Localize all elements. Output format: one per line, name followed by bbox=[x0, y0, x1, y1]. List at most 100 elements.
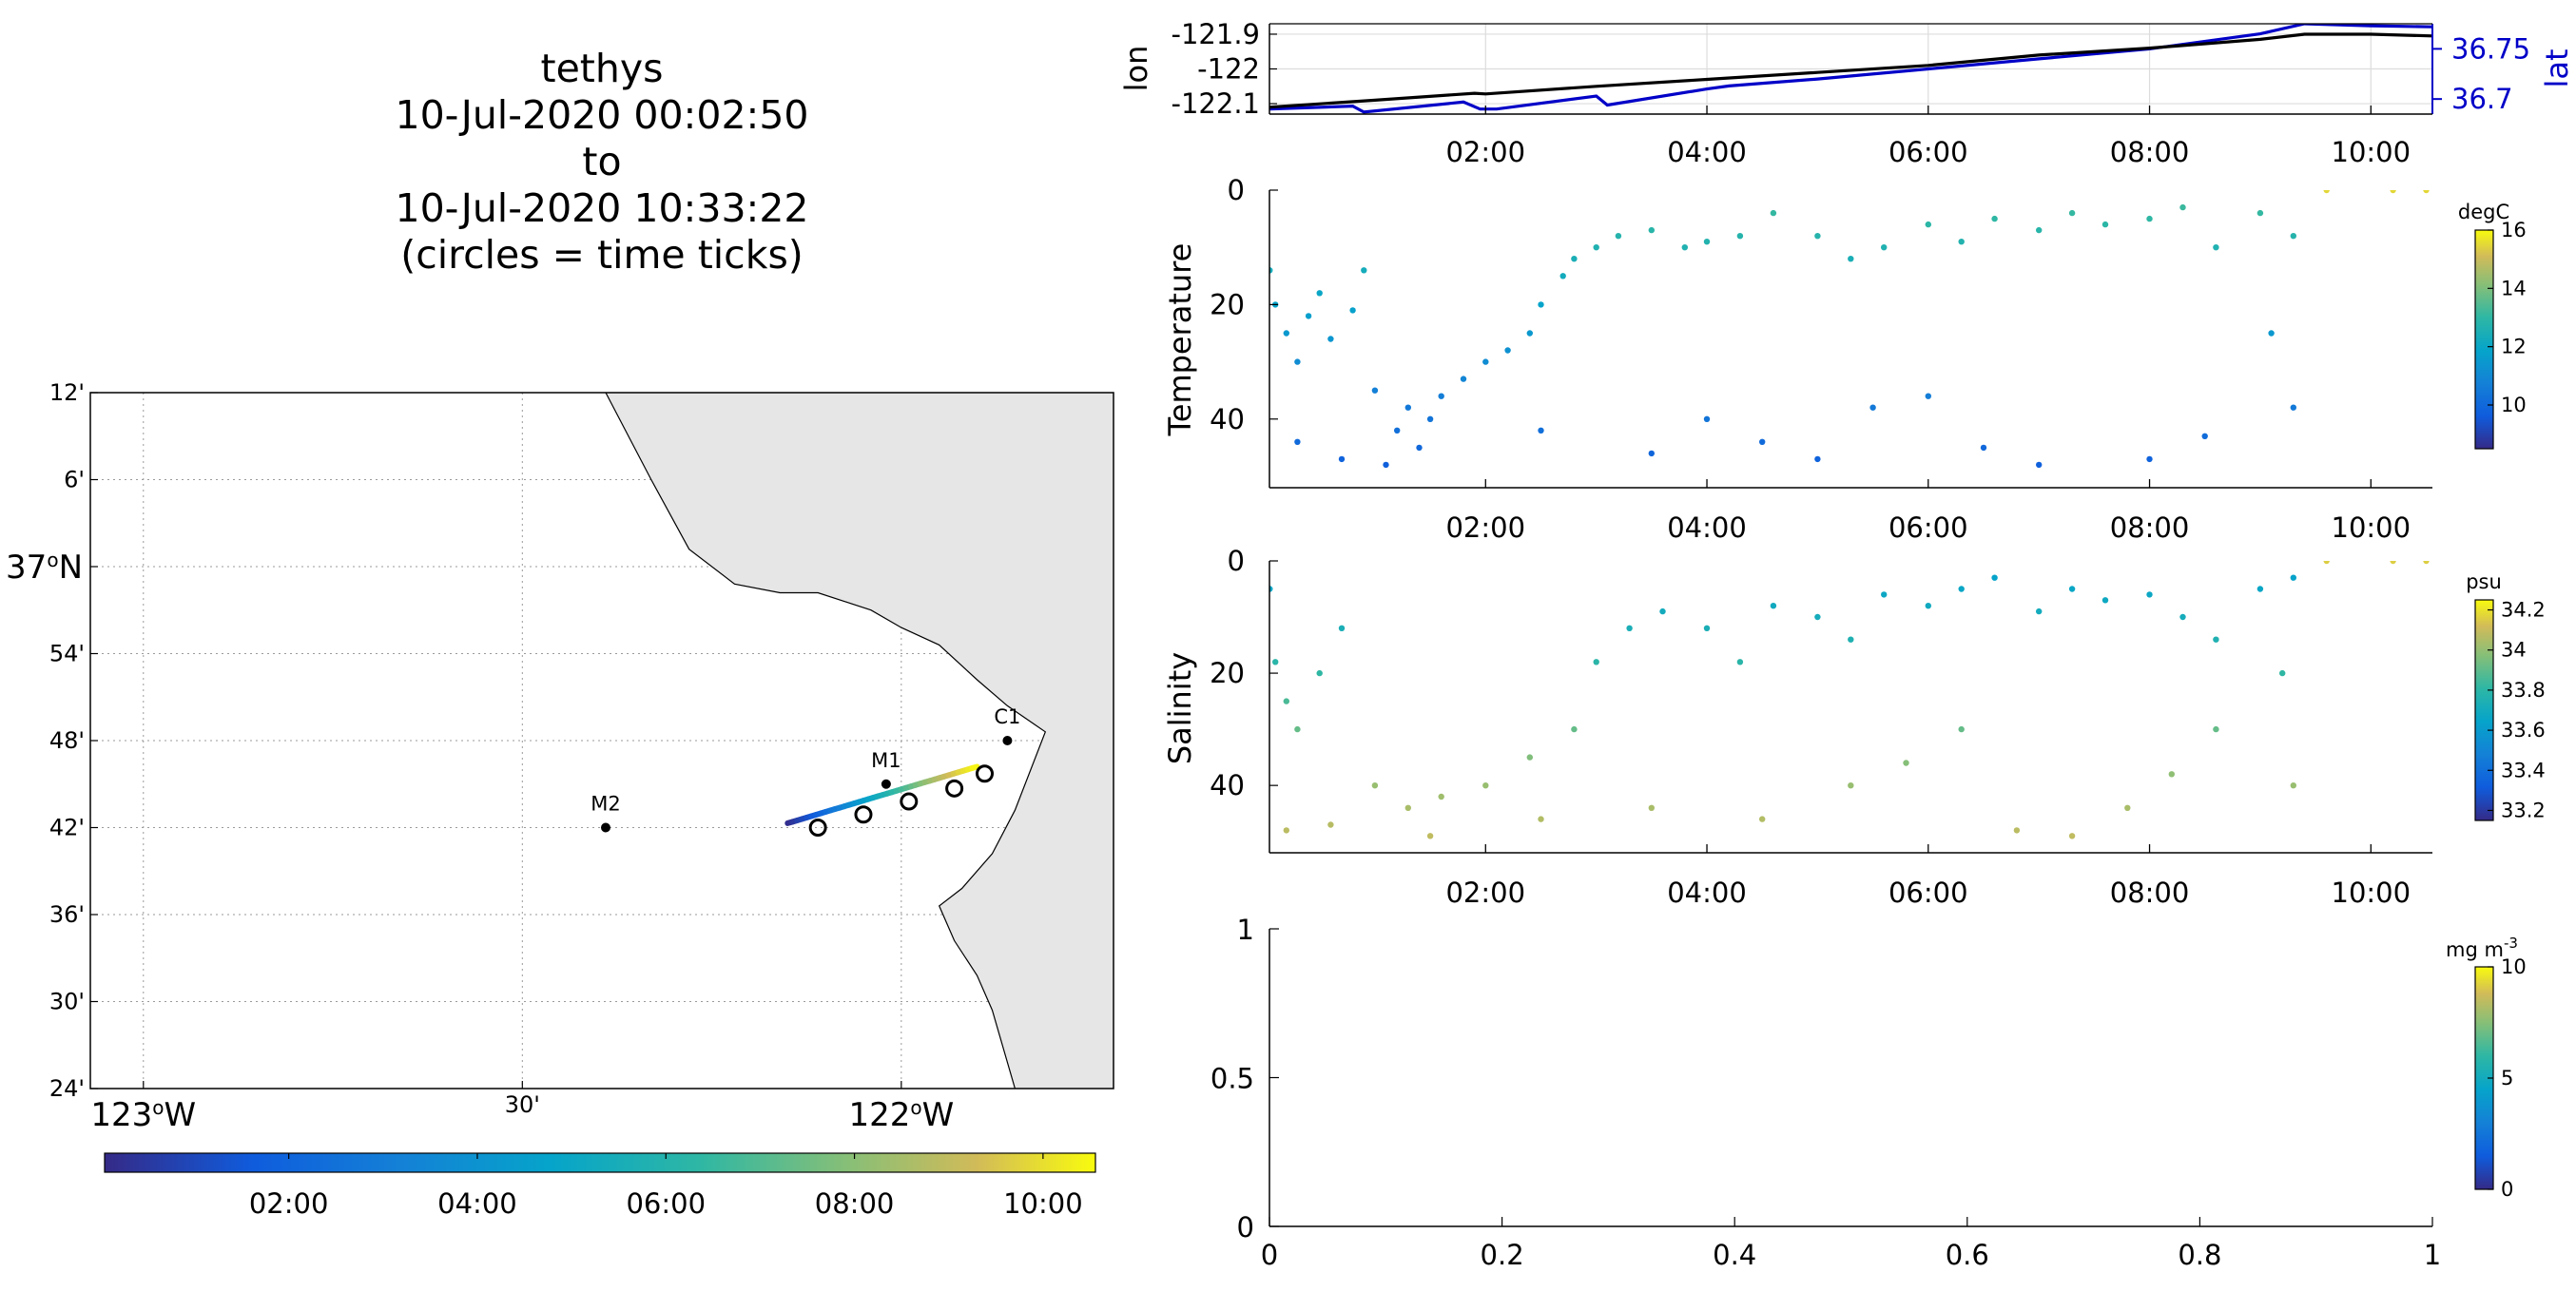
time-tick-circle-2 bbox=[900, 792, 919, 811]
temperature-point-12 bbox=[1416, 444, 1423, 452]
temperature-point-2 bbox=[1283, 330, 1290, 337]
temperature-point-15 bbox=[1460, 376, 1467, 382]
map-cb-tick-label-1: 04:00 bbox=[437, 1187, 517, 1220]
salinity-point-35 bbox=[1538, 816, 1544, 822]
temperature-colorbar bbox=[2474, 229, 2494, 450]
salinity-time-tick-label-2: 06:00 bbox=[1888, 877, 1968, 909]
salinity-depth-tick-label-2: 40 bbox=[1210, 769, 1245, 801]
navigation-ylabel-left: lon bbox=[1118, 46, 1154, 92]
map-latitude-ticks: 12' 6' 37oN 54' 48' 42' 36' 30' 24' bbox=[6, 379, 98, 1102]
salinity-point-37 bbox=[1759, 816, 1766, 822]
lat-line bbox=[1269, 24, 2432, 114]
map-lat-tick-label-4: 48' bbox=[49, 727, 85, 754]
map-cb-tick-label-3: 08:00 bbox=[815, 1187, 895, 1220]
temperature-point-19 bbox=[1538, 301, 1544, 308]
salinity-point-17 bbox=[1770, 603, 1777, 609]
temperature-point-17 bbox=[1504, 347, 1511, 354]
temperature-point-29 bbox=[1814, 233, 1821, 240]
salinity-point-10 bbox=[1526, 754, 1534, 761]
empty-x-tick-label-5: 1 bbox=[2424, 1239, 2441, 1271]
temperature-point-22 bbox=[1593, 244, 1599, 251]
temperature-time-ticks: 02:00 04:00 06:00 08:00 10:00 bbox=[1445, 479, 2411, 544]
salinity-point-23 bbox=[1991, 574, 1998, 581]
time-tick-circle-0 bbox=[808, 819, 827, 837]
empty-y-tick-label-0: 1 bbox=[1237, 914, 1254, 946]
temperature-point-55 bbox=[2146, 455, 2153, 463]
salinity-panel: 0 20 40 02:00 04:00 06:00 08:00 10:00 Salinity… bbox=[1162, 545, 2546, 909]
map-panel: M1 M2 C1 12' 6' 37oN 54' 48' 42' 36' 30' 24' 123oW… bbox=[6, 379, 1114, 1220]
empty-x-tick-label-0: 0 bbox=[1261, 1239, 1278, 1271]
empty-x-tick-label-4: 0.8 bbox=[2178, 1239, 2221, 1271]
salinity-point-28 bbox=[2179, 613, 2186, 621]
temperature-point-5 bbox=[1316, 290, 1323, 297]
map-longitude-ticks: 123oW 30' 122oW bbox=[90, 1081, 954, 1134]
temperature-time-tick-label-3: 08:00 bbox=[2110, 511, 2190, 544]
nav-lat-tick-label-1: 36.7 bbox=[2451, 83, 2513, 115]
temperature-colorbar-unit: degC bbox=[2458, 201, 2509, 223]
map-lon-tick-label-2: 122oW bbox=[848, 1096, 954, 1134]
salinity-point-25 bbox=[2068, 586, 2076, 592]
salinity-point-29 bbox=[2213, 636, 2219, 643]
station-dot-c1 bbox=[1002, 736, 1013, 745]
time-tick-circle-4 bbox=[976, 764, 995, 783]
title-line-5: (circles = time ticks) bbox=[400, 232, 804, 278]
salinity-point-6 bbox=[1371, 782, 1379, 789]
nav-time-tick-label-4: 10:00 bbox=[2332, 136, 2411, 168]
lon-line bbox=[1269, 32, 2432, 109]
temperature-point-57 bbox=[2268, 330, 2275, 337]
nav-lon-tick-label-0: -121.9 bbox=[1172, 18, 1261, 50]
temperature-point-21 bbox=[1571, 256, 1578, 262]
temperature-point-58 bbox=[2290, 404, 2296, 411]
station-dot-m2 bbox=[600, 822, 610, 833]
temperature-point-16 bbox=[1482, 358, 1489, 365]
salinity-time-tick-label-3: 08:00 bbox=[2110, 877, 2190, 909]
empty-y-tick-label-1: 0.5 bbox=[1211, 1063, 1254, 1095]
temperature-point-14 bbox=[1438, 393, 1444, 399]
map-land-layer bbox=[605, 393, 1114, 1089]
nav-time-tick-label-0: 02:00 bbox=[1445, 136, 1525, 168]
temperature-point-39 bbox=[2179, 203, 2186, 211]
navigation-panel: -121.9-122-122.1 36.75 36.7 02:00 04:00 06:… bbox=[1118, 18, 2575, 168]
salinity-point-42 bbox=[2068, 833, 2076, 839]
salinity-point-41 bbox=[2013, 827, 2021, 834]
track-segment-39 bbox=[969, 763, 980, 771]
temperature-point-47 bbox=[1648, 450, 1656, 457]
salinity-point-12 bbox=[1593, 659, 1599, 665]
salinity-time-tick-label-1: 04:00 bbox=[1667, 877, 1747, 909]
salinity-point-30 bbox=[2256, 586, 2264, 592]
salinity-cb-tick-label-5: 33.2 bbox=[2501, 799, 2546, 821]
salinity-point-39 bbox=[1903, 760, 1909, 766]
station-dot-m1 bbox=[881, 779, 891, 789]
salinity-point-22 bbox=[1958, 586, 1965, 592]
temperature-point-37 bbox=[2101, 221, 2109, 228]
salinity-point-19 bbox=[1848, 636, 1854, 643]
map-lon-tick-label-0: 123oW bbox=[90, 1096, 196, 1134]
time-tick-circle-1 bbox=[854, 805, 873, 824]
navigation-lat-ticks: 36.75 36.7 bbox=[2432, 32, 2530, 115]
salinity-time-ticks: 02:00 04:00 06:00 08:00 10:00 bbox=[1445, 844, 2411, 909]
salinity-cb-tick-label-0: 34.2 bbox=[2501, 599, 2546, 622]
map-lat-tick-label-2: 37oN bbox=[6, 549, 83, 587]
temperature-point-41 bbox=[2256, 209, 2264, 217]
salinity-point-14 bbox=[1659, 607, 1666, 615]
station-label-c1: C1 bbox=[994, 705, 1020, 728]
map-lat-tick-label-7: 30' bbox=[49, 989, 85, 1015]
temperature-point-59 bbox=[2323, 190, 2330, 194]
salinity-point-4 bbox=[1316, 669, 1323, 677]
navigation-time-ticks: 02:00 04:00 06:00 08:00 10:00 bbox=[1445, 106, 2411, 168]
salinity-point-47 bbox=[2290, 782, 2296, 789]
salinity-ylabel: Salinity bbox=[1162, 652, 1198, 764]
temperature-point-10 bbox=[1394, 427, 1401, 434]
salinity-point-5 bbox=[1338, 625, 1346, 631]
temperature-point-43 bbox=[1294, 438, 1301, 445]
temperature-depth-tick-label-0: 0 bbox=[1228, 174, 1245, 206]
salinity-time-tick-label-4: 10:00 bbox=[2332, 877, 2411, 909]
title-line-2: 10-Jul-2020 00:02:50 bbox=[395, 92, 808, 138]
figure-title: tethys 10-Jul-2020 00:02:50 to 10-Jul-20… bbox=[395, 46, 808, 278]
temperature-ylabel: Temperature bbox=[1162, 243, 1198, 437]
map-lat-tick-label-3: 54' bbox=[49, 641, 85, 667]
temperature-cb-tick-label-2: 12 bbox=[2501, 336, 2527, 358]
salinity-depth-ticks: 0 20 40 bbox=[1210, 545, 1278, 801]
map-time-colorbar bbox=[104, 1152, 1096, 1173]
salinity-depth-tick-label-0: 0 bbox=[1228, 545, 1245, 577]
